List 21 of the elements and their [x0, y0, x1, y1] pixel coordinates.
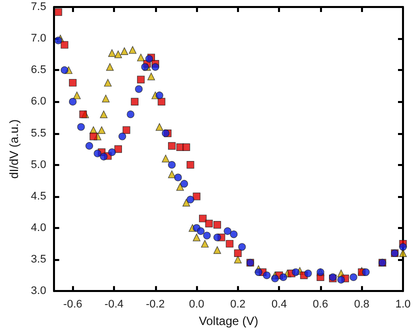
x-tick-label: -0.2	[146, 298, 165, 311]
x-tick-label: 1.0	[395, 298, 411, 311]
x-tick-label: 0.2	[230, 298, 246, 311]
y-tick-label: 4.5	[30, 190, 46, 202]
x-axis-title: Voltage (V)	[198, 314, 258, 328]
y-axis-title: dI/dV (a.u.)	[7, 119, 21, 179]
x-tick-label: 0.6	[312, 298, 328, 311]
y-tick-label: 4.0	[30, 222, 46, 234]
y-tick-label: 6.0	[30, 96, 46, 108]
x-tick-label: 0.4	[272, 298, 287, 311]
y-tick-label: 5.5	[30, 127, 46, 140]
y-tick-label: 7.0	[30, 32, 46, 45]
y-tick-label: 6.5	[30, 64, 46, 76]
x-tick-label: -0.4	[104, 298, 124, 311]
y-tick-label: 7.5	[30, 1, 46, 13]
x-tick-label: -0.6	[63, 298, 82, 311]
x-tick-label: 0.8	[354, 298, 370, 311]
x-tick-label: 0.0	[188, 298, 204, 311]
y-tick-label: 3.5	[30, 254, 46, 266]
y-tick-label: 3.0	[30, 285, 46, 298]
y-tick-label: 5.0	[30, 158, 46, 171]
